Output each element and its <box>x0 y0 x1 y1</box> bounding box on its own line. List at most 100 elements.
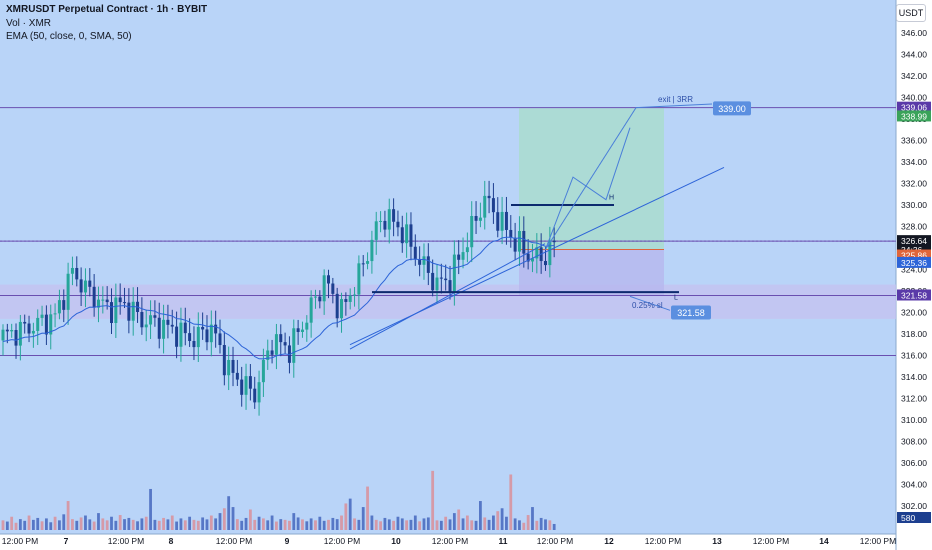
volume-bar <box>149 488 152 530</box>
stop-zone-band <box>0 284 896 319</box>
candle-body <box>374 221 378 240</box>
candle-body <box>392 209 396 222</box>
volume-bar <box>248 509 252 530</box>
volume-bar <box>84 515 87 530</box>
time-tick-label: 10 <box>391 536 401 546</box>
volume-bar <box>470 520 474 530</box>
candle-body <box>40 314 44 318</box>
volume-bar <box>500 508 504 530</box>
candle-body <box>292 328 296 363</box>
volume-bar <box>526 515 530 530</box>
volume-bar <box>531 507 534 530</box>
price-tick-label: 316.00 <box>901 350 927 360</box>
candle-body <box>448 280 452 292</box>
candle-body <box>340 299 344 319</box>
candle-body <box>166 319 170 325</box>
candle-body <box>348 295 352 302</box>
candle-body <box>413 246 417 259</box>
volume-bar <box>396 516 400 530</box>
price-tick-label: 334.00 <box>901 157 927 167</box>
candle-body <box>18 321 22 346</box>
volume-bar <box>535 520 539 530</box>
candle-body <box>157 317 161 339</box>
candle-body <box>23 321 27 324</box>
candle-body <box>444 278 448 281</box>
volume-bar <box>444 516 448 530</box>
candle-body <box>92 286 96 308</box>
volume-bar <box>522 522 526 530</box>
candle-body <box>5 329 9 332</box>
candle-body <box>418 258 422 265</box>
price-tick-label: 342.00 <box>901 71 927 81</box>
candle-body <box>361 263 365 265</box>
candle-body <box>366 261 370 264</box>
volume-bar <box>288 520 291 530</box>
candle-body <box>57 300 61 314</box>
ema-indicator-label: EMA (50, close, 0, SMA, 50) <box>6 31 132 42</box>
candle-body <box>383 220 387 230</box>
price-tick-label: 328.00 <box>901 222 927 232</box>
time-tick-label: 12:00 PM <box>860 536 896 546</box>
candle-body <box>270 350 274 355</box>
price-label-text: 325.36 <box>901 258 927 268</box>
volume-bar <box>492 515 495 530</box>
candle-body <box>175 326 179 347</box>
candle-body <box>214 324 218 334</box>
price-label-badge <box>897 235 931 247</box>
candle-body <box>261 359 265 383</box>
volume-bar <box>222 508 226 530</box>
annotation-target-price: 339.00 <box>718 104 746 114</box>
candle-body <box>431 272 435 291</box>
candle-body <box>1 329 5 341</box>
position-stop-zone <box>519 249 664 296</box>
volume-bar <box>409 519 413 530</box>
volume-bar <box>175 521 178 530</box>
volume-bar <box>479 501 482 530</box>
volume-bar <box>123 519 126 530</box>
volume-bar <box>266 520 270 530</box>
candle-body <box>487 195 491 199</box>
volume-bar <box>314 520 317 530</box>
price-tick-label: 304.00 <box>901 479 927 489</box>
candle-body <box>140 311 144 328</box>
candle-body <box>75 267 79 280</box>
candle-body <box>500 211 504 231</box>
volume-bar <box>309 518 313 530</box>
volume-bar <box>140 518 144 530</box>
chart-title: XMRUSDT Perpetual Contract · 1h · BYBIT <box>6 4 208 15</box>
candle-body <box>400 227 404 244</box>
candle-body <box>465 247 469 253</box>
candle-body <box>387 209 391 230</box>
candle-body <box>370 239 374 262</box>
volume-bar <box>340 515 343 530</box>
position-target-zone <box>519 108 664 250</box>
candle-body <box>110 302 113 323</box>
candle-body <box>36 317 40 331</box>
candle-body <box>405 224 409 244</box>
sl-callout-line <box>629 295 671 311</box>
volume-bar <box>1 520 5 530</box>
candle-body <box>162 319 166 339</box>
volume-indicator-label: Vol · XMR <box>6 18 52 29</box>
volume-bar <box>14 522 18 530</box>
volume-bar <box>366 486 369 530</box>
volume-bar <box>461 518 465 530</box>
price-tick-label: 314.00 <box>901 372 927 382</box>
candle-body <box>313 296 317 298</box>
currency-button[interactable]: USDT <box>896 4 926 22</box>
volume-bar <box>392 520 395 530</box>
volume-bar <box>166 519 170 530</box>
candle-body <box>318 296 322 302</box>
price-label-badge <box>897 256 931 268</box>
candle-body <box>509 229 513 238</box>
volume-bar <box>27 515 31 530</box>
candle-body <box>31 330 35 334</box>
time-tick-label: 7 <box>64 536 69 546</box>
volume-bar <box>431 470 435 530</box>
volume-bar <box>5 521 9 530</box>
exit-projection <box>544 107 637 251</box>
candle-body <box>235 372 239 380</box>
candle-body <box>522 230 526 254</box>
time-tick-label: 12:00 PM <box>216 536 252 546</box>
